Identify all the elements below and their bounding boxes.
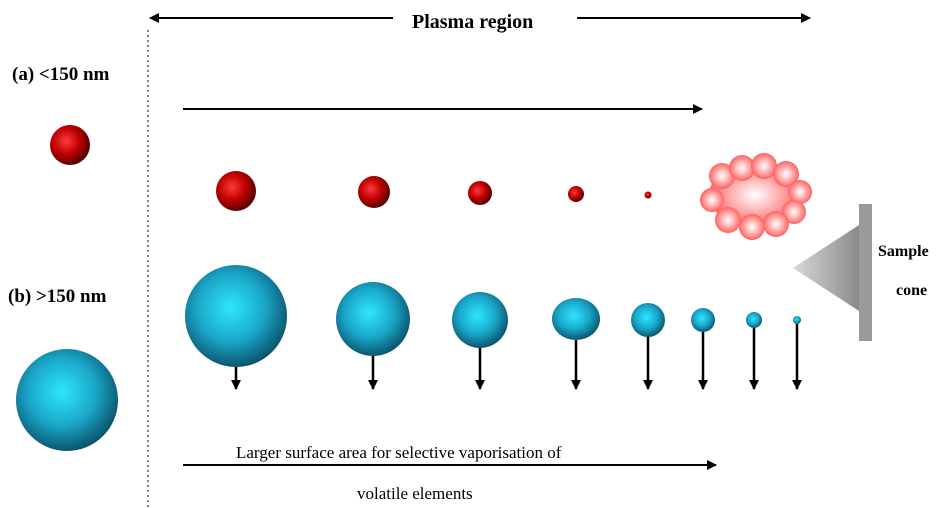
- large-particle-1: [185, 265, 287, 390]
- caption-line2: volatile elements: [357, 484, 473, 503]
- large-particle-5: [631, 303, 665, 390]
- small-particle-1: [216, 171, 256, 211]
- large-particle-reference: [16, 349, 118, 451]
- large-particle-8: [792, 316, 802, 390]
- caption-line1: Larger surface area for selective vapori…: [236, 443, 562, 462]
- large-particle-6: [691, 308, 715, 390]
- large-particle-2: [336, 282, 410, 390]
- large-particle-4: [552, 298, 600, 390]
- vapor-cloud-icon: [700, 153, 812, 240]
- case-a-label: (a) <150 nm: [12, 64, 110, 85]
- small-particle-2: [358, 176, 390, 208]
- small-particle-5: [644, 191, 652, 199]
- small-particle-3: [468, 181, 492, 205]
- sample-cone-icon: [793, 204, 872, 341]
- sample-cone-label-line2: cone: [896, 282, 928, 299]
- plasma-region-title: Plasma region: [412, 11, 534, 33]
- small-particle-4: [568, 186, 584, 202]
- large-particle-3: [452, 292, 508, 390]
- large-particle-7: [746, 312, 762, 390]
- case-b-label: (b) >150 nm: [8, 286, 107, 307]
- sample-cone-label-line1: Sample: [878, 243, 929, 260]
- small-particle-reference: [50, 125, 90, 165]
